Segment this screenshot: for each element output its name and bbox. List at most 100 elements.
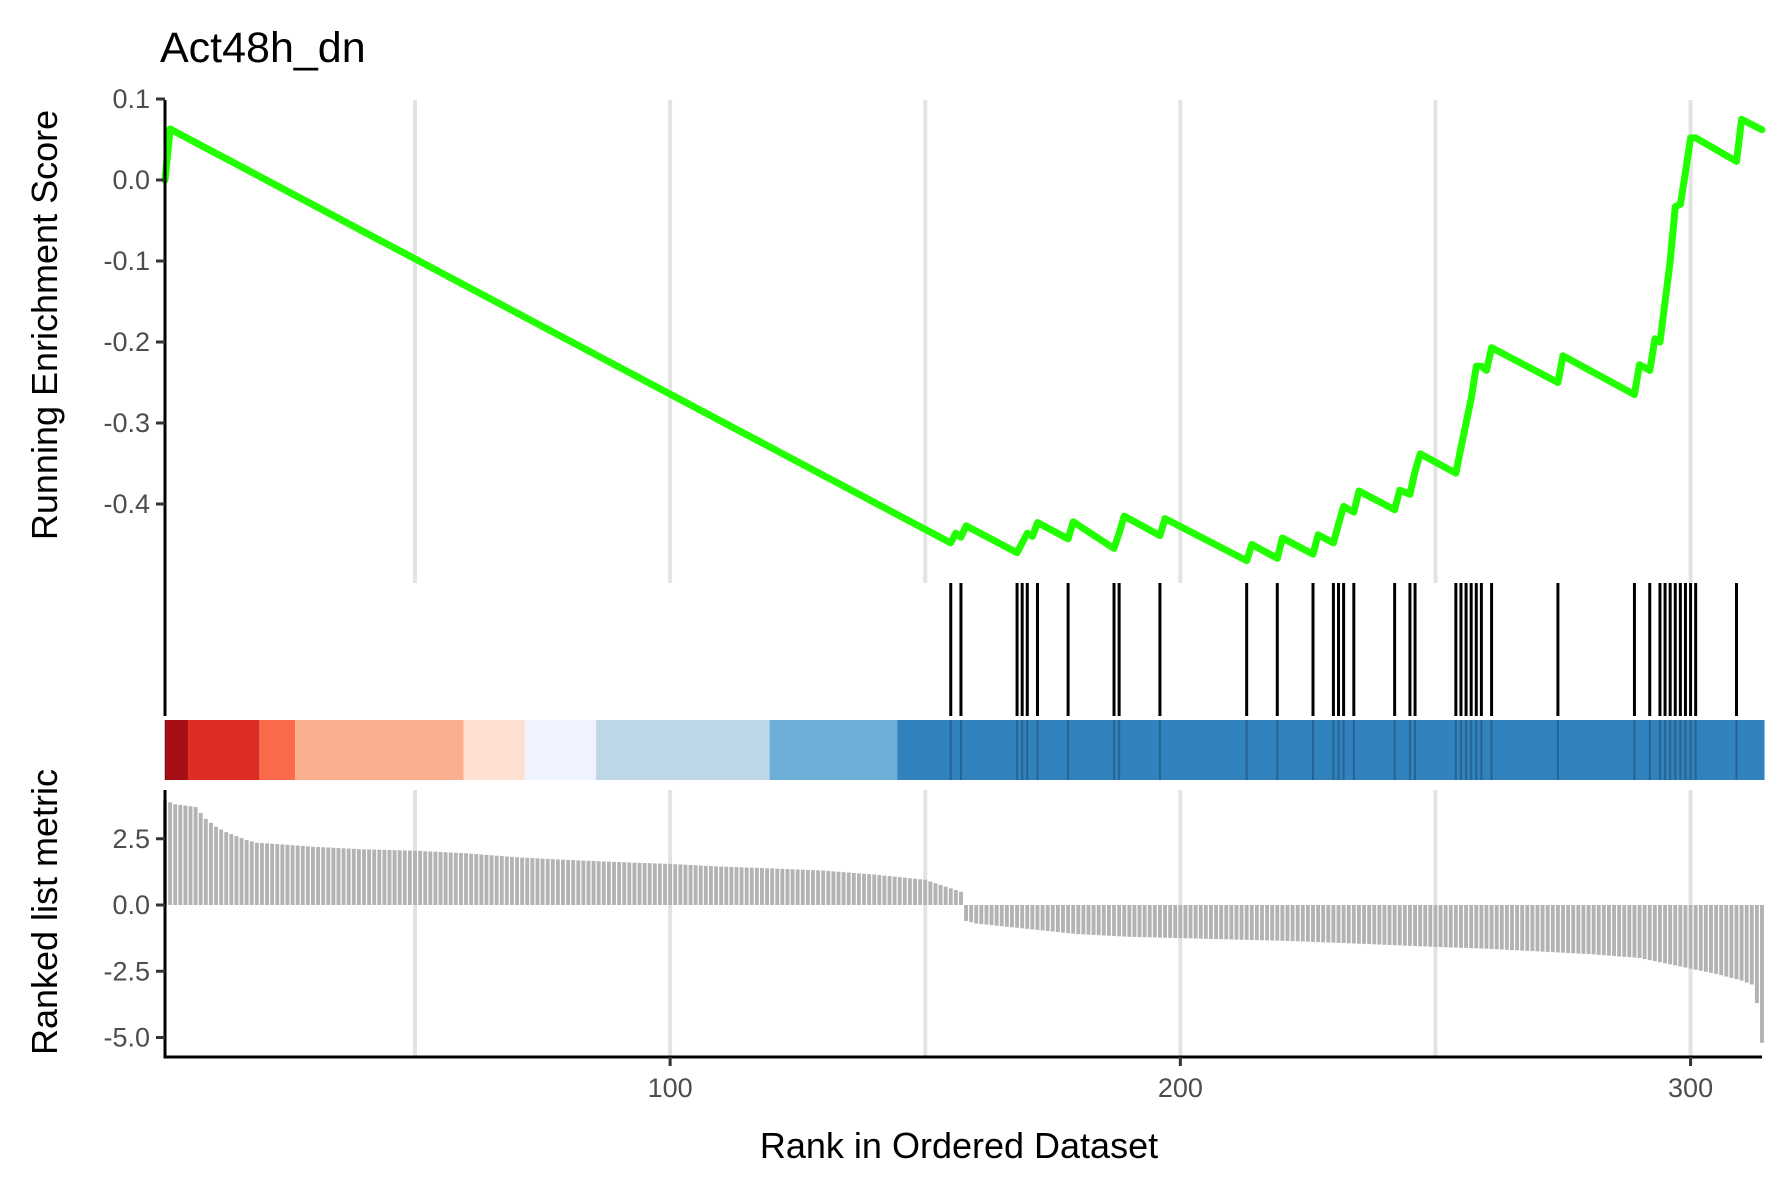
metric-bar-313 <box>1754 905 1759 1004</box>
metric-ytick-label: 0.0 <box>112 890 150 920</box>
metric-bar-152 <box>933 883 938 905</box>
metric-bar-47 <box>397 850 402 905</box>
metric-bar-71 <box>520 857 525 905</box>
metric-bar-42 <box>372 849 377 905</box>
metric-bar-243 <box>1397 905 1402 946</box>
metric-bar-83 <box>581 860 586 905</box>
metric-bar-271 <box>1540 905 1545 952</box>
metric-bar-3 <box>173 804 178 905</box>
metric-bar-121 <box>775 868 780 905</box>
metric-bar-25 <box>285 844 290 905</box>
metric-bar-74 <box>535 858 540 905</box>
metric-bar-4 <box>178 804 183 905</box>
metric-bar-166 <box>1004 905 1009 927</box>
metric-bar-277 <box>1571 905 1576 954</box>
metric-bar-282 <box>1596 905 1601 955</box>
band-segment-7 <box>769 720 898 780</box>
metric-bar-15 <box>234 836 239 905</box>
metric-bar-167 <box>1010 905 1014 928</box>
metric-bar-226 <box>1311 905 1315 942</box>
metric-bar-224 <box>1300 905 1305 942</box>
metric-bar-181 <box>1081 905 1086 935</box>
metric-bar-249 <box>1428 905 1433 947</box>
metric-bar-305 <box>1714 905 1719 974</box>
metric-bar-220 <box>1280 905 1285 941</box>
ranked-metric-bars <box>163 800 1764 1043</box>
metric-bar-135 <box>846 872 851 905</box>
metric-bar-162 <box>984 905 989 925</box>
metric-bar-184 <box>1096 905 1101 936</box>
metric-bar-20 <box>259 843 264 905</box>
metric-bar-64 <box>484 854 489 905</box>
metric-bar-113 <box>734 867 739 905</box>
metric-bar-103 <box>683 864 688 905</box>
metric-bar-196 <box>1157 905 1162 938</box>
metric-bar-230 <box>1331 905 1336 943</box>
metric-bar-244 <box>1402 905 1407 946</box>
metric-bar-180 <box>1076 905 1081 935</box>
metric-bar-183 <box>1091 905 1096 935</box>
metric-bar-222 <box>1290 905 1295 942</box>
metric-bar-161 <box>979 905 984 925</box>
metric-bar-89 <box>612 861 616 905</box>
metric-bar-92 <box>627 862 632 905</box>
metric-bar-76 <box>545 858 550 905</box>
metric-bar-238 <box>1372 905 1377 945</box>
metric-bar-118 <box>760 868 764 905</box>
metric-bar-28 <box>300 845 305 905</box>
metric-bar-209 <box>1224 905 1229 940</box>
metric-bar-117 <box>754 867 759 905</box>
metric-bar-302 <box>1698 905 1703 971</box>
metric-bar-24 <box>280 844 285 905</box>
metric-bar-189 <box>1122 905 1127 937</box>
metric-bar-177 <box>1061 905 1065 933</box>
metric-bar-291 <box>1642 905 1647 960</box>
metric-bar-131 <box>826 870 831 905</box>
metric-bar-22 <box>270 843 275 905</box>
metric-bar-170 <box>1025 905 1030 929</box>
metric-bar-137 <box>856 873 861 905</box>
metric-bar-264 <box>1504 905 1509 950</box>
metric-bar-301 <box>1693 905 1698 970</box>
metric-bar-154 <box>943 886 948 905</box>
metric-bar-285 <box>1612 905 1616 957</box>
metric-bar-100 <box>668 863 673 905</box>
metric-bar-233 <box>1346 905 1351 944</box>
metric-bar-274 <box>1555 905 1560 953</box>
metric-bar-39 <box>356 849 361 905</box>
metric-bar-52 <box>423 851 428 905</box>
metric-bar-213 <box>1244 905 1249 940</box>
metric-bar-142 <box>882 875 887 905</box>
xtick-label: 300 <box>1668 1073 1713 1103</box>
band-segment-3 <box>295 720 464 780</box>
metric-bar-140 <box>872 874 877 905</box>
metric-bar-192 <box>1137 905 1142 938</box>
metric-bar-9 <box>203 818 208 905</box>
metric-bar-278 <box>1576 905 1581 954</box>
metric-bar-85 <box>591 861 596 905</box>
metric-bar-87 <box>601 861 606 905</box>
metric-bar-86 <box>596 861 601 905</box>
metric-bar-250 <box>1433 905 1438 947</box>
metric-bar-253 <box>1448 905 1453 948</box>
tick-labels: 0.1 0.0 -0.1 -0.2 -0.3 -0.4 2.5 0.0 -2.5 -5.0 100 2… <box>103 84 1713 1103</box>
metric-bar-31 <box>316 846 321 905</box>
metric-bar-99 <box>663 863 667 905</box>
band-segment-1 <box>187 720 260 780</box>
metric-bar-30 <box>311 846 315 905</box>
es-ytick-label: 0.0 <box>112 165 150 195</box>
es-ytick-label: -0.2 <box>103 327 150 357</box>
metric-bar-239 <box>1377 905 1382 945</box>
metric-bar-144 <box>892 876 897 905</box>
metric-bar-231 <box>1336 905 1341 943</box>
metric-bar-234 <box>1351 905 1356 944</box>
es-ytick-label: -0.4 <box>103 489 150 519</box>
metric-bar-292 <box>1647 905 1652 961</box>
metric-bar-303 <box>1703 905 1708 972</box>
metric-bar-216 <box>1260 905 1264 941</box>
metric-bar-51 <box>418 850 423 905</box>
metric-bar-125 <box>795 869 800 905</box>
metric-bar-242 <box>1392 905 1397 946</box>
metric-bar-289 <box>1632 905 1637 958</box>
metric-bar-143 <box>887 876 892 905</box>
